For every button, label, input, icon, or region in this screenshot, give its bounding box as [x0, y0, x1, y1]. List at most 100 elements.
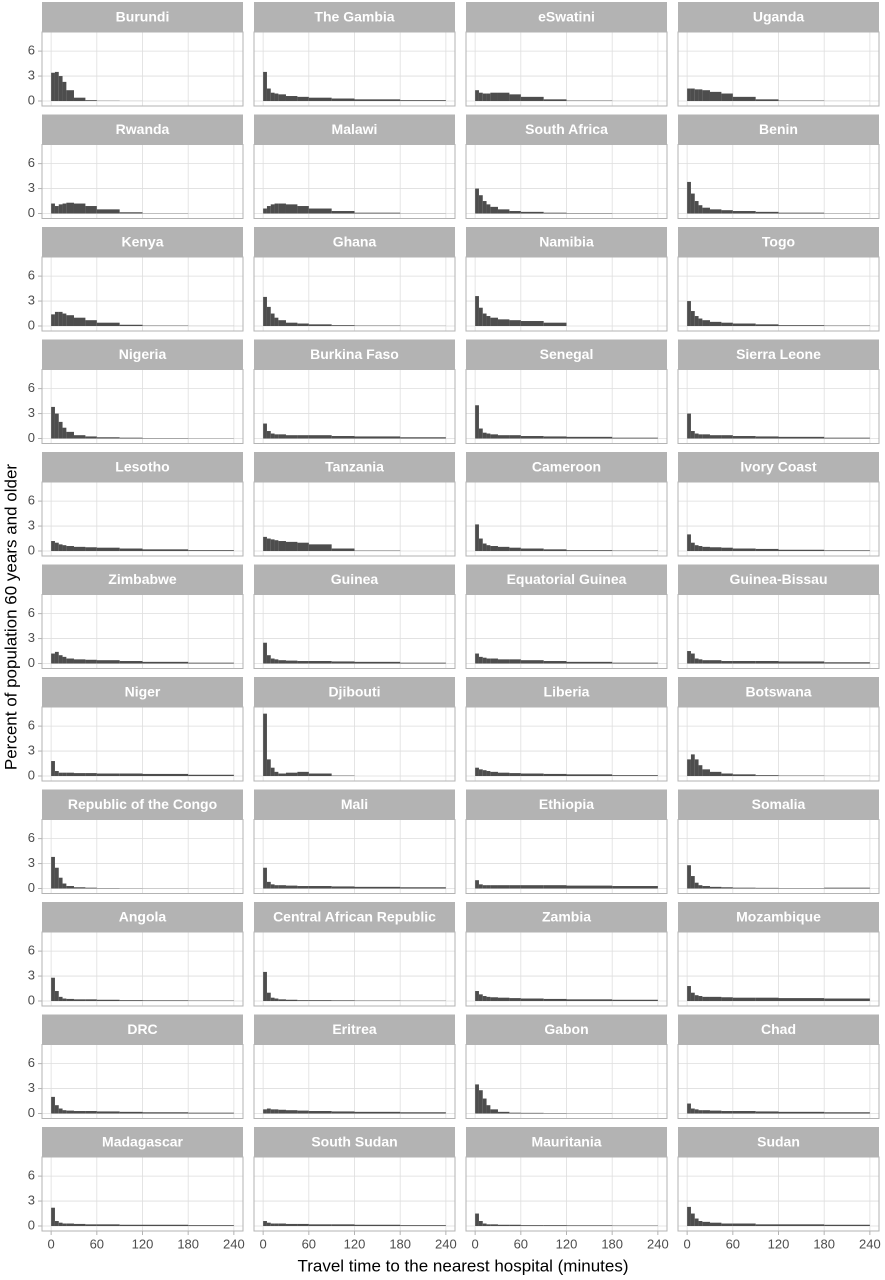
bar [66, 315, 74, 327]
bar [73, 999, 86, 1002]
bar [755, 99, 779, 102]
bar [690, 1213, 695, 1227]
bar [278, 320, 286, 327]
bar [698, 1110, 703, 1114]
bar [490, 92, 498, 102]
x-tick-label: 0 [684, 1236, 691, 1251]
bar [188, 662, 234, 664]
bar [73, 97, 86, 102]
bar [400, 887, 446, 889]
panel-border [677, 819, 880, 894]
bar [497, 885, 510, 889]
bar [486, 996, 491, 1002]
bar [475, 296, 479, 327]
bar [482, 313, 487, 327]
bar [482, 996, 487, 1002]
bar [263, 867, 267, 889]
bar [778, 212, 825, 214]
bar [698, 1221, 703, 1227]
bar [62, 203, 67, 214]
y-tick-label: 3 [28, 293, 35, 308]
bar [509, 885, 521, 889]
bar [721, 210, 733, 214]
bar [486, 433, 491, 439]
bar [824, 437, 870, 439]
facet-title: eSwatini [538, 9, 595, 25]
bar [66, 431, 74, 439]
bar [475, 653, 479, 664]
bar [486, 1105, 491, 1114]
bar [778, 549, 825, 552]
facet-title: Malawi [332, 121, 378, 137]
bar [497, 209, 510, 214]
bar [497, 435, 510, 439]
x-tick-label: 120 [768, 1236, 790, 1251]
bar [497, 772, 510, 777]
bar [54, 1105, 59, 1114]
bar [698, 659, 703, 664]
bar [755, 775, 779, 777]
bar [285, 1223, 298, 1227]
strip [466, 227, 667, 257]
bar [297, 96, 309, 102]
bar [270, 884, 275, 889]
bar [497, 319, 510, 327]
y-tick-label: 6 [28, 380, 35, 395]
bar [54, 867, 59, 889]
panel-border [253, 706, 456, 782]
x-tick-label: 240 [647, 1236, 669, 1251]
bar [266, 1222, 271, 1227]
facet-title: Botswana [745, 684, 811, 700]
bar [690, 754, 695, 777]
y-tick-label: 3 [28, 630, 35, 645]
bar [702, 546, 710, 552]
bar [331, 98, 355, 102]
bar [297, 771, 309, 777]
bar [266, 538, 271, 552]
strip [466, 2, 667, 32]
bar [486, 771, 491, 777]
bar [66, 90, 74, 102]
bar [58, 996, 63, 1002]
panel-border [465, 256, 668, 332]
bar [119, 548, 143, 552]
facet-title: Equatorial Guinea [507, 571, 627, 587]
x-tick-label: 180 [813, 1236, 835, 1251]
bar [274, 998, 279, 1002]
panel-border [677, 1156, 880, 1232]
bar [509, 1224, 521, 1227]
bar [709, 771, 722, 777]
bar [509, 1112, 521, 1114]
bar [490, 206, 498, 214]
bar [497, 1224, 510, 1227]
bar [702, 996, 710, 1002]
bar [478, 884, 483, 889]
bar [612, 437, 658, 439]
bar [486, 93, 491, 102]
bar [475, 524, 479, 552]
strip [678, 677, 879, 707]
bar [520, 321, 544, 327]
bar [142, 661, 189, 664]
bar [263, 423, 267, 439]
facet-title: Central African Republic [273, 909, 436, 925]
x-tick-label: 180 [601, 1236, 623, 1251]
x-tick-label: 240 [859, 1236, 881, 1251]
panel-border [465, 931, 668, 1007]
bar [354, 436, 401, 439]
panel-border [465, 1044, 668, 1119]
bar [270, 997, 275, 1002]
bar [54, 991, 59, 1002]
facet-title: Lesotho [115, 459, 169, 475]
bar [755, 997, 779, 1002]
bar [732, 997, 756, 1002]
facet-title: Niger [125, 684, 161, 700]
bar [497, 546, 510, 552]
bar [694, 201, 699, 214]
bar [566, 1225, 613, 1227]
panel-border [253, 931, 456, 1007]
bar [690, 992, 695, 1002]
bar [85, 887, 97, 889]
bar [266, 759, 271, 777]
bar [687, 865, 691, 889]
